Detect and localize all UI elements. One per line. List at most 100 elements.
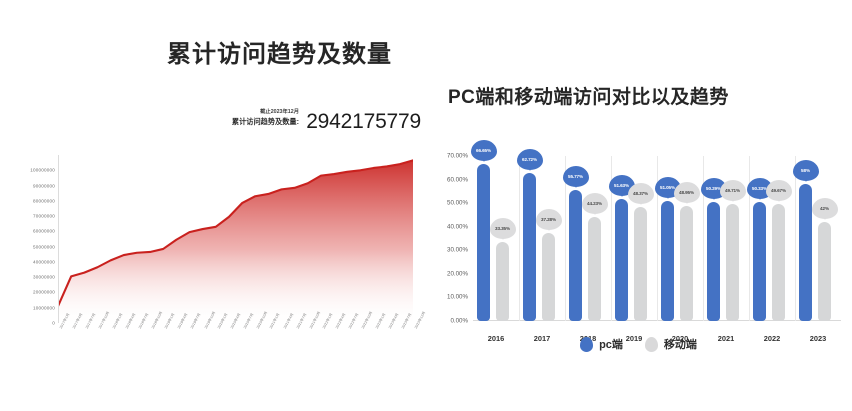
y-tick-label: 90000000 (32, 183, 55, 189)
bar-group: 66.65% 33.35% (470, 139, 519, 321)
bar-mobile[interactable] (726, 203, 739, 321)
bar-chart-legend: pc端 移动端 (425, 336, 852, 352)
data-label-text: 55.77% (568, 173, 583, 179)
data-label-text: 58% (801, 168, 810, 174)
bar-category-label: 2017 (533, 334, 551, 343)
bar-category-label: 2023 (809, 334, 827, 343)
data-label-mobile: 48.95% (673, 181, 700, 203)
data-label-text: 62.72% (522, 157, 537, 163)
data-label-mobile: 49.67% (765, 179, 792, 201)
bar-mobile[interactable] (634, 207, 647, 321)
bar-group: 62.72% 37.28% (516, 149, 565, 321)
kpi-labels: 截止2023年12月 累计访问趋势及数量: (179, 108, 299, 127)
bar-y-tick-label: 70.00% (447, 152, 468, 160)
data-label-mobile: 44.23% (581, 192, 608, 214)
y-tick-label: 80000000 (32, 198, 55, 204)
bar-y-tick-label: 20.00% (447, 270, 468, 278)
legend-label-pc: pc端 (599, 339, 623, 351)
right-chart-panel: PC端和移动端访问对比以及趋势 0.00% 10.00% 20.00% 30.00% 4… (425, 0, 852, 411)
data-label-text: 49.67% (771, 187, 786, 193)
bar-category-label: 2021 (717, 334, 735, 343)
legend-item-pc[interactable]: pc端 (580, 336, 623, 352)
bar-mobile[interactable] (772, 203, 785, 321)
kpi-sublabel: 截止2023年12月 (260, 109, 299, 115)
bar-mobile[interactable] (542, 233, 555, 321)
bar-y-tick-label: 0.00% (450, 317, 468, 325)
area-series-svg (56, 159, 415, 323)
bar-mobile[interactable] (818, 222, 831, 321)
bar-y-tick-label: 40.00% (447, 223, 468, 231)
bar-category-label: 2016 (487, 334, 505, 343)
bar-y-tick-label: 60.00% (447, 176, 468, 184)
kpi-value: 2942175779 (306, 110, 421, 133)
area-plot-area: 0 10000000 20000000 30000000 40000000 5000000… (30, 155, 426, 329)
bar-group-separator (611, 156, 612, 321)
bar-pc[interactable] (569, 189, 582, 321)
bar-mobile[interactable] (496, 242, 509, 321)
bar-y-tick-label: 50.00% (447, 199, 468, 207)
data-label-text: 66.65% (476, 147, 491, 153)
bar-y-tick-label: 30.00% (447, 246, 468, 254)
kpi-block: 截止2023年12月 累计访问趋势及数量: 2942175779 (206, 108, 421, 142)
data-label-text: 51.05% (660, 184, 675, 190)
y-tick-label: 70000000 (32, 213, 55, 219)
legend-marker-mobile-icon (644, 336, 658, 352)
bar-group-separator (657, 156, 658, 321)
y-axis-line (58, 155, 59, 323)
kpi-name-label: 累计访问趋势及数量: (231, 117, 299, 126)
y-tick-label: 60000000 (32, 228, 55, 234)
bar-plot-area: 0.00% 10.00% 20.00% 30.00% 40.00% 50.00% 60.00… (447, 139, 841, 343)
bar-group-separator (703, 156, 704, 321)
bar-group: 50.33% 49.67% (746, 156, 795, 321)
data-label-text: 51.63% (614, 183, 629, 189)
pc-vs-mobile-bar-chart: 0.00% 10.00% 20.00% 30.00% 40.00% 50.00% 60.00… (425, 139, 852, 343)
data-label-pc: 62.72% (516, 149, 543, 171)
bar-category-label: 2019 (625, 334, 643, 343)
bar-group: 50.29% 49.71% (700, 156, 749, 321)
bar-mobile[interactable] (680, 205, 693, 321)
data-label-text: 37.28% (541, 217, 556, 223)
data-label-mobile: 49.71% (719, 179, 746, 201)
data-label-pc: 55.77% (562, 165, 589, 187)
bar-group-separator (565, 156, 566, 321)
data-label-pc: 58% (792, 160, 819, 182)
y-tick-label: 100000000 (30, 167, 55, 173)
bar-pc[interactable] (753, 202, 766, 321)
bar-category-label: 2022 (763, 334, 781, 343)
legend-item-mobile[interactable]: 移动端 (644, 336, 697, 352)
bar-pc[interactable] (477, 163, 490, 321)
y-tick-label: 0 (52, 320, 55, 326)
bar-pc[interactable] (799, 184, 812, 321)
data-label-mobile: 42% (811, 198, 838, 219)
data-label-mobile: 33.35% (489, 218, 516, 240)
y-tick-label: 30000000 (32, 274, 55, 280)
data-label-text: 50.33% (752, 186, 767, 192)
bar-group: 58% 42% (792, 156, 841, 321)
bar-group-separator (749, 156, 750, 321)
data-label-text: 49.71% (725, 187, 740, 193)
bar-y-tick-label: 10.00% (447, 293, 468, 301)
data-label-mobile: 48.37% (627, 182, 654, 204)
data-label-text: 50.29% (706, 186, 721, 192)
bar-group: 51.05% 48.95% (654, 156, 703, 321)
data-label-text: 48.95% (679, 189, 694, 195)
bar-pc[interactable] (707, 202, 720, 321)
bar-pc[interactable] (615, 199, 628, 321)
data-label-mobile: 37.28% (535, 209, 562, 231)
bar-pc[interactable] (523, 173, 536, 321)
y-tick-label: 10000000 (32, 305, 55, 311)
data-label-text: 42% (820, 206, 829, 211)
data-label-text: 44.23% (587, 200, 602, 206)
cumulative-visits-area-chart: 0 10000000 20000000 30000000 40000000 5000000… (18, 150, 426, 335)
left-chart-title: 累计访问趋势及数量 (167, 41, 392, 68)
bar-group-separator (795, 156, 796, 321)
bar-mobile[interactable] (588, 216, 601, 321)
bar-pc[interactable] (661, 200, 674, 321)
bar-group-separator (519, 156, 520, 321)
data-label-pc: 66.65% (470, 139, 497, 161)
y-tick-label: 50000000 (32, 244, 55, 250)
left-chart-panel: 累计访问趋势及数量 截止2023年12月 累计访问趋势及数量: 29421757… (0, 0, 426, 411)
y-tick-label: 20000000 (32, 289, 55, 295)
bar-group: 55.77% 44.23% (562, 156, 611, 321)
